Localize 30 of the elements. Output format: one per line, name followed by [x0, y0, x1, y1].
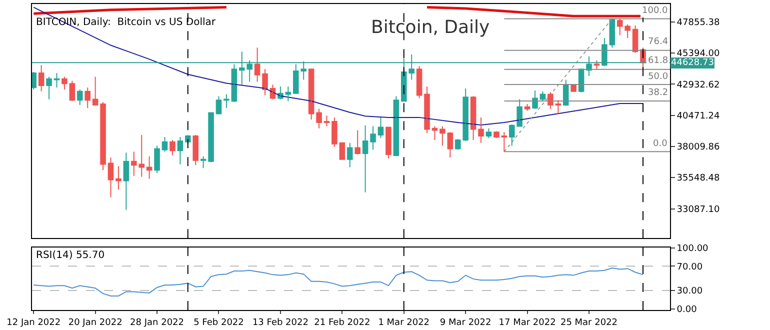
annotation: 76.4 [648, 37, 668, 47]
x-tick-label: 13 Feb 2022 [252, 318, 308, 328]
y-tick-label: 33087.10 [676, 204, 720, 215]
annotation: 61.8 [648, 56, 668, 66]
x-tick-label: 5 Feb 2022 [194, 318, 244, 328]
annotation: 100.0 [642, 6, 668, 16]
x-tick-label: 20 Jan 2022 [68, 318, 122, 328]
x-tick-label: 28 Jan 2022 [130, 318, 184, 328]
chart-title: RSI(14) 55.70 [36, 250, 105, 261]
y-tick-label: 38009.86 [676, 142, 720, 153]
y-tick-label: 30.00 [676, 286, 703, 297]
x-tick-label: 17 Mar 2022 [498, 318, 556, 328]
y-tick-label: 35548.48 [676, 174, 720, 184]
x-tick-label: 12 Jan 2022 [6, 318, 61, 328]
annotation: 50.0 [648, 72, 668, 82]
y-tick-label: 42932.62 [676, 80, 720, 90]
x-tick-label: 21 Feb 2022 [314, 318, 370, 328]
y-tick-label: 0.00 [676, 304, 698, 315]
x-tick-label: 25 Mar 2022 [560, 318, 618, 328]
y-tick-label: 47855.38 [676, 18, 720, 28]
annotation: 38.2 [648, 88, 668, 98]
y-tick-label: 45394.00 [676, 49, 720, 60]
x-tick-label: 9 Mar 2022 [440, 318, 492, 328]
x-tick-label: 1 Mar 2022 [378, 318, 430, 328]
y-tick-label: 40471.24 [676, 111, 720, 122]
y-tick-label: 100.00 [676, 244, 709, 254]
annotation: 0.0 [653, 139, 668, 149]
y-tick-label: 70.00 [676, 262, 703, 272]
text: Bitcoin, Daily [371, 17, 490, 38]
ref-line-label: 44628.73 [671, 58, 714, 68]
